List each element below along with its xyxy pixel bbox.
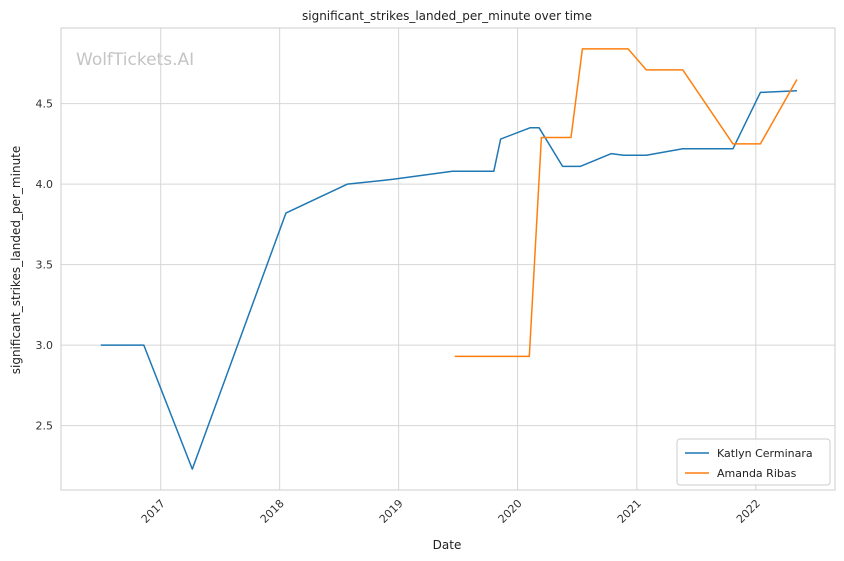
legend: Katlyn Cerminara Amanda Ribas <box>676 438 831 486</box>
y-axis: 2.5 3.0 3.5 4.0 4.5 <box>36 98 54 433</box>
x-tick-label: 2018 <box>258 497 287 526</box>
chart-title: significant_strikes_landed_per_minute ov… <box>302 9 592 23</box>
plot-area <box>61 28 835 490</box>
y-tick-label: 3.5 <box>36 259 54 272</box>
plot-frame <box>60 27 836 491</box>
x-tick-label: 2019 <box>377 497 406 526</box>
x-tick-label: 2017 <box>139 497 168 526</box>
watermark: WolfTickets.AI <box>76 50 194 70</box>
legend-box <box>676 438 831 486</box>
y-axis-label: significant_strikes_landed_per_minute <box>9 146 23 375</box>
y-tick-label: 4.0 <box>36 178 54 191</box>
x-axis-label: Date <box>433 538 462 552</box>
x-tick-label: 2022 <box>734 497 763 526</box>
grid-lines <box>61 28 835 490</box>
x-axis: 2017 2018 2019 2020 2021 2022 <box>139 497 763 526</box>
y-tick-label: 4.5 <box>36 98 54 111</box>
y-tick-label: 3.0 <box>36 339 54 352</box>
x-tick-label: 2020 <box>496 497 525 526</box>
x-tick-label: 2021 <box>615 497 644 526</box>
y-tick-label: 2.5 <box>36 420 54 433</box>
series-layer <box>100 48 798 470</box>
series-line <box>100 90 797 470</box>
legend-label: Amanda Ribas <box>717 467 797 480</box>
legend-label: Katlyn Cerminara <box>717 447 813 460</box>
series-line <box>454 48 798 358</box>
